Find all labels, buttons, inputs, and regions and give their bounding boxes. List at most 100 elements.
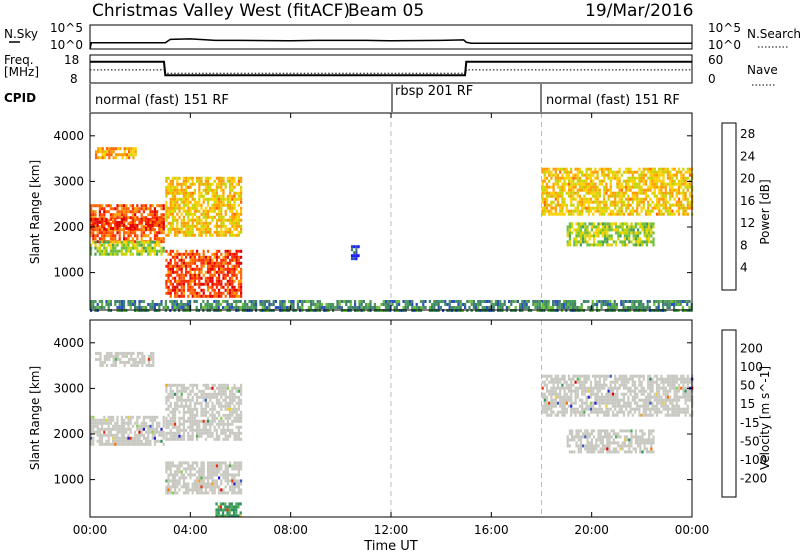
heatmap-cell-region-4: [207, 392, 210, 396]
heatmap-cell-region-8: [587, 200, 590, 204]
heatmap-cell-region-10: [563, 303, 566, 306]
heatmap-cell-region-8: [633, 191, 637, 195]
heatmap-cell-region-6: [237, 176, 240, 180]
heatmap-cell-region-2: [99, 360, 102, 364]
heatmap-cell-region-2: [114, 351, 117, 355]
heatmap-cell-region-1: [114, 442, 117, 446]
heatmap-cell-region-8: [636, 182, 639, 186]
heatmap-cell-region-6: [231, 188, 234, 192]
heatmap-cell-region-3: [95, 150, 98, 154]
heatmap-cell-region-6: [178, 209, 181, 213]
heatmap-cell-region-6: [574, 395, 577, 399]
heatmap-cell-region-10: [266, 300, 269, 303]
heatmap-cell-region-6: [609, 398, 612, 402]
heatmap-cell-region-10: [582, 300, 585, 303]
heatmap-cell-region-1: [145, 216, 148, 220]
heatmap-cell-region-1: [149, 427, 152, 431]
heatmap-cell-region-8: [649, 188, 652, 192]
heatmap-cell-region-8: [660, 197, 663, 201]
heatmap-cell-region-5: [193, 294, 196, 298]
heatmap-cell-region-1: [138, 424, 141, 428]
heatmap-cell-region-4: [207, 434, 210, 438]
heatmap-cell-region-1: [98, 430, 101, 434]
heatmap-cell-region-3: [132, 153, 135, 157]
heatmap-cell-region-8: [677, 212, 681, 216]
heatmap-cell-region-3: [189, 476, 192, 480]
heatmap-cell-region-4: [237, 401, 240, 405]
heatmap-cell-region-5: [198, 252, 201, 256]
heatmap-cell-region-3: [224, 479, 227, 483]
heatmap-cell-region-4: [134, 246, 137, 250]
heatmap-cell-region-8: [660, 188, 663, 192]
heatmap-cell-region-5: [204, 282, 207, 286]
heatmap-cell-region-3: [202, 485, 205, 489]
heatmap-cell-region-1: [109, 427, 112, 431]
heatmap-cell-region-2: [141, 360, 144, 364]
heatmap-cell-region-2: [162, 226, 165, 230]
heatmap-cell-region-10: [607, 300, 610, 303]
heatmap-cell-region-8: [658, 206, 661, 210]
heatmap-cell-region-8: [629, 209, 632, 213]
heatmap-cell-region-4: [189, 392, 192, 396]
heatmap-cell-region-1: [162, 213, 165, 217]
heatmap-cell-region-8: [631, 182, 634, 186]
heatmap-cell-region-3: [132, 147, 135, 151]
heatmap-cell-region-8: [675, 170, 678, 174]
heatmap-cell-region-4: [178, 431, 181, 435]
heatmap-cell-region-6: [576, 410, 579, 414]
heatmap-cell-region-10: [587, 300, 590, 303]
heatmap-cell-region-6: [185, 185, 188, 189]
heatmap-cell-region-4: [207, 410, 210, 414]
heatmap-cell-region-4: [218, 383, 221, 387]
heatmap-cell-region-10: [345, 303, 348, 306]
heatmap-cell-region-10: [569, 303, 572, 306]
heatmap-cell-region-5: [213, 264, 216, 268]
heatmap-cell-region-5: [176, 273, 179, 277]
heatmap-cell-region-1: [134, 216, 137, 220]
heatmap-cell-region-2: [136, 351, 139, 355]
heatmap-cell-region-6: [614, 398, 617, 402]
heatmap-cell-region-4: [191, 437, 194, 441]
heatmap-cell-region-4: [204, 383, 207, 387]
heatmap-cell-region-3: [207, 470, 210, 474]
heatmap-cell-region-5: [220, 270, 223, 274]
heatmap-cell-region-4: [196, 407, 199, 411]
nave-label: Nave: [747, 63, 778, 77]
heatmap-cell-region-6: [174, 218, 177, 222]
heatmap-cell-region-8: [669, 179, 672, 183]
heatmap-cell-region-8: [552, 167, 555, 171]
heatmap-cell-region-10: [387, 306, 390, 309]
heatmap-cell-region-8: [677, 203, 681, 207]
nave-series-line: [90, 69, 692, 74]
heatmap-cell-region-10: [521, 300, 524, 303]
heatmap-cell-region-3: [233, 482, 236, 486]
heatmap-cell-region-9: [579, 234, 582, 238]
heatmap-cell-region-8: [581, 203, 584, 207]
heatmap-cell-region-8: [605, 191, 608, 195]
heatmap-cell-region-6: [616, 410, 619, 414]
heatmap-cell-region-6: [578, 383, 582, 387]
heatmap-cell-region-10: [290, 303, 293, 306]
heatmap-cell-region-9: [604, 231, 607, 235]
heatmap-cell-region-10: [404, 300, 407, 303]
heatmap-cell-region-4: [174, 392, 177, 396]
heatmap-cell-region-6: [561, 413, 564, 417]
heatmap-cell-region-8: [543, 206, 546, 210]
heatmap-cell-region-4: [149, 252, 152, 256]
heatmap-cell-region-3: [169, 485, 172, 489]
heatmap-cell-region-4: [211, 410, 214, 414]
heatmap-cell-region-1: [96, 204, 99, 208]
heatmap-cell-region-1: [156, 216, 159, 220]
heatmap-cell-region-8: [682, 182, 685, 186]
heatmap-cell-region-8: [658, 176, 661, 180]
heatmap-cell-region-8: [669, 212, 672, 216]
heatmap-cell-region-4: [169, 431, 172, 435]
heatmap-cell-region-8: [567, 182, 571, 186]
heatmap-cell-region-10: [589, 306, 592, 309]
heatmap-cell-region-1: [118, 430, 121, 434]
heatmap-cell-region-6: [174, 209, 177, 213]
heatmap-cell-region-2: [121, 351, 124, 355]
heatmap-cell-region-6: [233, 185, 236, 189]
heatmap-cell-region-8: [638, 173, 641, 177]
heatmap-cell-region-5: [239, 502, 242, 506]
